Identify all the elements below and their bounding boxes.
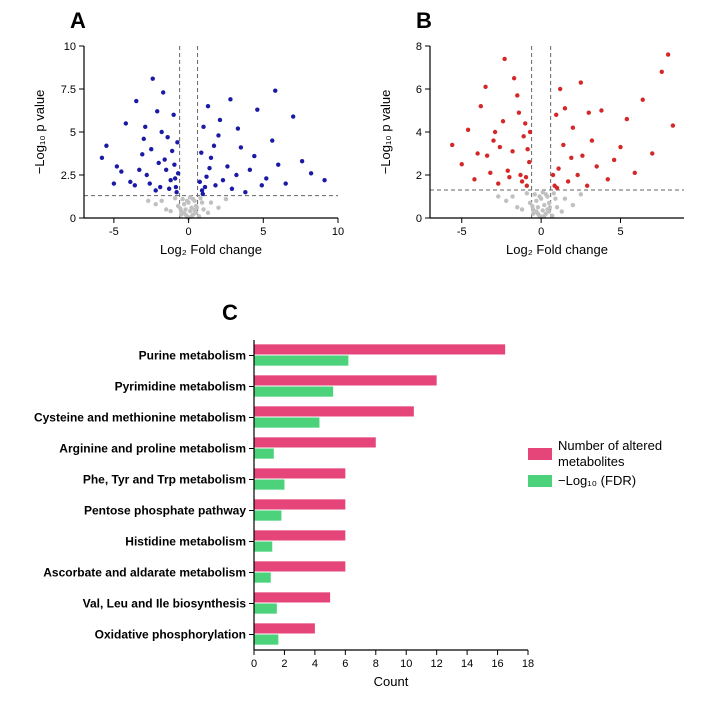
svg-text:-5: -5 — [457, 226, 467, 238]
panel-b-label: B — [416, 8, 432, 34]
svg-text:Cysteine and methionine metabo: Cysteine and methionine metabolism — [34, 411, 246, 425]
svg-text:8: 8 — [416, 41, 422, 53]
svg-text:0: 0 — [251, 658, 257, 670]
svg-text:0: 0 — [70, 213, 76, 225]
svg-text:0: 0 — [538, 226, 544, 238]
svg-text:Val, Leu and Ile biosynthesis: Val, Leu and Ile biosynthesis — [83, 597, 247, 611]
svg-text:Arginine and proline metabolis: Arginine and proline metabolism — [59, 442, 246, 456]
legend-text-fdr: −Log₁₀ (FDR) — [558, 473, 636, 489]
svg-text:7.5: 7.5 — [61, 84, 76, 96]
svg-text:Histidine metabolism: Histidine metabolism — [125, 535, 246, 549]
svg-text:16: 16 — [491, 658, 503, 670]
svg-text:Ascorbate and aldarate metabol: Ascorbate and aldarate metabolism — [43, 566, 246, 580]
svg-text:5: 5 — [70, 127, 76, 139]
svg-text:Purine metabolism: Purine metabolism — [139, 349, 246, 363]
svg-text:12: 12 — [431, 658, 443, 670]
svg-text:6: 6 — [342, 658, 348, 670]
figure-root: A -5 0 5 10 0 2.5 5 7.5 10 Log₂ Fold change −Log₁₀… — [0, 0, 710, 715]
svg-text:Count: Count — [374, 674, 409, 689]
svg-text:−Log₁₀ p value: −Log₁₀ p value — [32, 90, 47, 175]
svg-text:10: 10 — [64, 41, 76, 53]
svg-text:4: 4 — [312, 658, 318, 670]
svg-text:2: 2 — [281, 658, 287, 670]
svg-text:6: 6 — [416, 84, 422, 96]
legend-swatch-metabolites — [528, 448, 552, 460]
svg-text:Phe, Tyr and Trp metabolism: Phe, Tyr and Trp metabolism — [83, 473, 246, 487]
panel-c-legend: Number of altered metabolites −Log₁₀ (FD… — [528, 438, 710, 493]
svg-text:0: 0 — [416, 213, 422, 225]
svg-text:0: 0 — [186, 226, 192, 238]
legend-swatch-fdr — [528, 475, 552, 487]
legend-text-metabolites: Number of altered metabolites — [558, 438, 710, 469]
svg-text:5: 5 — [260, 226, 266, 238]
panel-a-chart: -5 0 5 10 0 2.5 5 7.5 10 Log₂ Fold change −Log₁₀ p… — [28, 36, 348, 266]
panel-a-label: A — [70, 8, 86, 34]
panel-c-chart: 0 2 4 6 8 10 12 14 16 18 Purine metabolism Pyrimidi… — [12, 330, 542, 700]
svg-text:−Log₁₀ p value: −Log₁₀ p value — [378, 90, 393, 175]
svg-text:4: 4 — [416, 127, 422, 139]
svg-text:Pyrimidine metabolism: Pyrimidine metabolism — [115, 380, 246, 394]
svg-text:14: 14 — [461, 658, 473, 670]
svg-text:-5: -5 — [109, 226, 119, 238]
svg-text:2.5: 2.5 — [61, 170, 76, 182]
legend-item-metabolites: Number of altered metabolites — [528, 438, 710, 469]
legend-item-fdr: −Log₁₀ (FDR) — [528, 473, 710, 489]
panel-b-chart: -5 0 5 0 2 4 6 8 Log₂ Fold change −Log₁₀ p value — [374, 36, 694, 266]
svg-text:Log₂ Fold change: Log₂ Fold change — [506, 242, 608, 257]
svg-text:10: 10 — [400, 658, 412, 670]
svg-text:10: 10 — [332, 226, 344, 238]
svg-text:Oxidative phosphorylation: Oxidative phosphorylation — [95, 628, 246, 642]
panel-c-label: C — [222, 300, 238, 326]
svg-text:8: 8 — [373, 658, 379, 670]
svg-text:Pentose phosphate pathway: Pentose phosphate pathway — [84, 504, 246, 518]
svg-text:2: 2 — [416, 170, 422, 182]
svg-text:Log₂ Fold change: Log₂ Fold change — [160, 242, 262, 257]
svg-text:5: 5 — [617, 226, 623, 238]
svg-text:18: 18 — [522, 658, 534, 670]
